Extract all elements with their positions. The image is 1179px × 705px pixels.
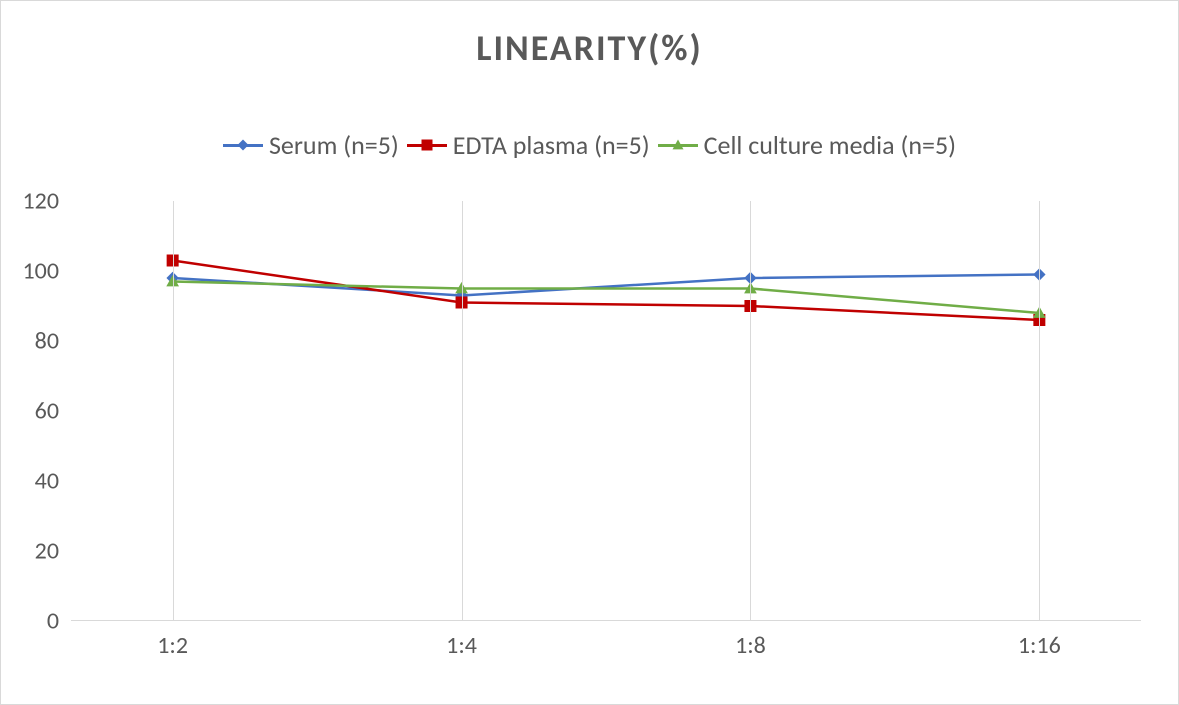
vertical-gridline [462,201,463,621]
chart-legend: Serum (n=5) EDTA plasma (n=5) Cell culture… [1,129,1178,162]
legend-item: Serum (n=5) [223,129,399,161]
legend-item: EDTA plasma (n=5) [407,129,650,161]
square-icon [420,138,434,152]
y-tick-label: 0 [47,607,59,636]
vertical-gridline [173,201,174,621]
y-tick-label: 120 [23,187,60,216]
diamond-icon [236,138,250,152]
x-tick-label: 1:16 [1018,631,1061,660]
x-tick-label: 1:4 [446,631,477,660]
y-tick-label: 80 [35,327,59,356]
series-line [173,261,1040,321]
y-tick-label: 20 [35,537,59,566]
chart-container: LINEARITY(%) Serum (n=5) EDTA plasma (n=5… [0,0,1179,705]
vertical-gridline [1039,201,1040,621]
triangle-icon [671,138,685,152]
legend-item: Cell culture media (n=5) [658,129,956,161]
plot-area: 0204060801001201:21:41:81:16 [71,201,1141,621]
y-tick-label: 40 [35,467,59,496]
legend-marker [407,135,447,155]
y-tick-label: 100 [23,257,60,286]
x-tick-label: 1:8 [735,631,766,660]
legend-label: Serum (n=5) [269,129,399,161]
y-tick-label: 60 [35,397,59,426]
plot-svg [71,201,1141,621]
legend-marker [223,135,263,155]
legend-marker [658,135,698,155]
legend-label: EDTA plasma (n=5) [453,129,650,161]
legend-label: Cell culture media (n=5) [704,129,956,161]
chart-title: LINEARITY(%) [1,26,1178,70]
vertical-gridline [750,201,751,621]
x-tick-label: 1:2 [157,631,188,660]
